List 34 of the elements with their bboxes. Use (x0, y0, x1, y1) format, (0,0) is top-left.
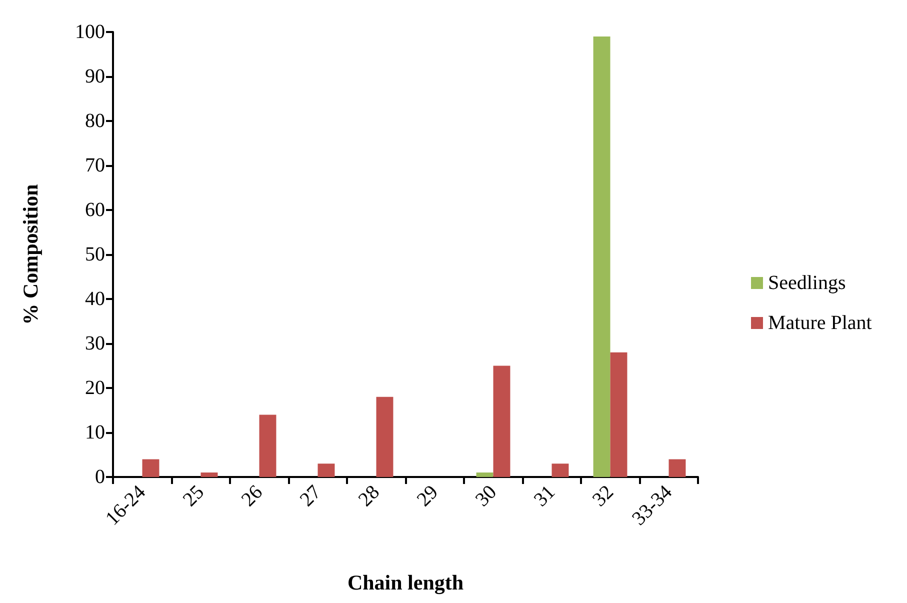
bar (610, 352, 628, 477)
y-tick-label: 50 (85, 244, 105, 266)
y-tick-label: 20 (85, 377, 105, 399)
bar (142, 459, 160, 477)
x-tick-label: 26 (237, 481, 268, 511)
y-tick-label: 100 (75, 21, 105, 43)
y-tick-label: 30 (85, 332, 105, 354)
bar (200, 472, 218, 477)
bar (376, 396, 394, 477)
y-axis-title: % Composition (18, 184, 42, 325)
y-tick-label: 0 (95, 466, 105, 488)
x-tick-label: 27 (296, 481, 326, 511)
y-tick-label: 70 (85, 154, 105, 176)
bar (476, 472, 494, 477)
y-tick-label: 10 (85, 422, 105, 444)
y-tick-label: 80 (85, 110, 105, 132)
x-tick-label: 31 (530, 481, 560, 511)
x-axis-title: Chain length (347, 570, 464, 594)
legend-label: Mature Plant (768, 312, 872, 334)
bar (259, 414, 276, 477)
bar (552, 464, 569, 477)
x-tick-label: 29 (412, 481, 443, 511)
x-tick-label: 25 (178, 481, 209, 511)
legend-label: Seedlings (768, 272, 846, 294)
y-tick-label: 90 (85, 66, 105, 88)
y-tick-label: 60 (85, 199, 105, 221)
bar (493, 366, 510, 477)
x-tick-label: 30 (471, 481, 502, 511)
y-tick-label: 40 (85, 288, 105, 310)
bar (318, 464, 335, 477)
x-tick-label: 32 (588, 481, 618, 511)
x-tick-label: 28 (354, 481, 384, 511)
bar (593, 36, 610, 477)
bar (668, 459, 686, 477)
